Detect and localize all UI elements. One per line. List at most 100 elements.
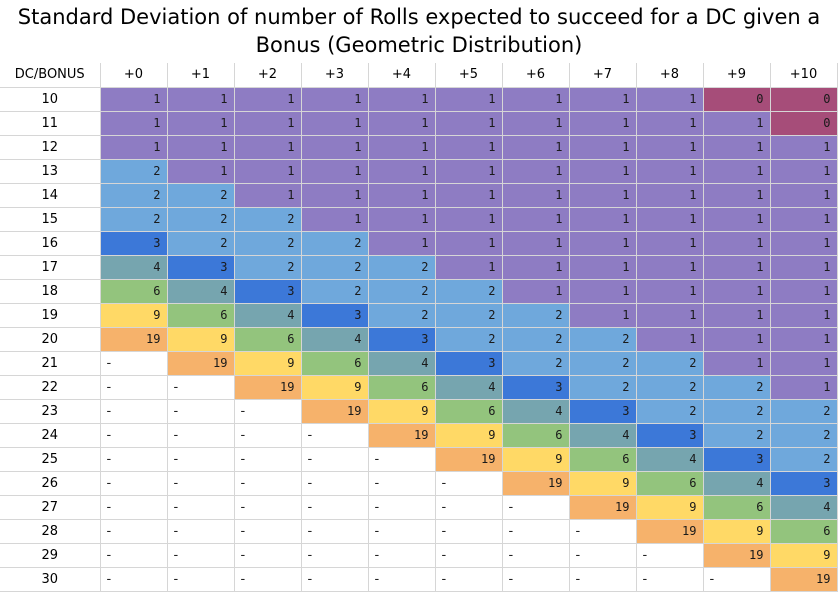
value-cell[interactable]: 2: [770, 423, 838, 448]
header-bonus-cell[interactable]: +5: [435, 63, 503, 88]
empty-cell[interactable]: -: [234, 399, 302, 424]
value-cell[interactable]: 2: [167, 183, 235, 208]
empty-cell[interactable]: -: [368, 471, 436, 496]
empty-cell[interactable]: -: [167, 567, 235, 592]
empty-cell[interactable]: -: [167, 423, 235, 448]
value-cell[interactable]: 1: [636, 135, 704, 160]
empty-cell[interactable]: -: [569, 519, 637, 544]
value-cell[interactable]: 1: [636, 231, 704, 256]
value-cell[interactable]: 4: [167, 279, 235, 304]
value-cell[interactable]: 1: [234, 111, 302, 136]
value-cell[interactable]: 9: [569, 471, 637, 496]
empty-cell[interactable]: -: [100, 543, 168, 568]
value-cell[interactable]: 6: [703, 495, 771, 520]
value-cell[interactable]: 19: [167, 351, 235, 376]
value-cell[interactable]: 1: [167, 135, 235, 160]
value-cell[interactable]: 1: [368, 111, 436, 136]
value-cell[interactable]: 3: [435, 351, 503, 376]
value-cell[interactable]: 1: [368, 231, 436, 256]
value-cell[interactable]: 3: [636, 423, 704, 448]
empty-cell[interactable]: -: [435, 567, 503, 592]
dc-label-cell[interactable]: 25: [0, 447, 101, 472]
dc-label-cell[interactable]: 26: [0, 471, 101, 496]
value-cell[interactable]: 1: [703, 183, 771, 208]
value-cell[interactable]: 1: [569, 207, 637, 232]
value-cell[interactable]: 2: [234, 207, 302, 232]
value-cell[interactable]: 0: [770, 111, 838, 136]
value-cell[interactable]: 1: [569, 159, 637, 184]
value-cell[interactable]: 3: [167, 255, 235, 280]
value-cell[interactable]: 1: [770, 375, 838, 400]
empty-cell[interactable]: -: [100, 351, 168, 376]
empty-cell[interactable]: -: [167, 543, 235, 568]
value-cell[interactable]: 1: [569, 279, 637, 304]
value-cell[interactable]: 2: [636, 399, 704, 424]
dc-label-cell[interactable]: 13: [0, 159, 101, 184]
value-cell[interactable]: 2: [770, 447, 838, 472]
empty-cell[interactable]: -: [368, 519, 436, 544]
value-cell[interactable]: 2: [368, 279, 436, 304]
value-cell[interactable]: 1: [368, 159, 436, 184]
value-cell[interactable]: 3: [502, 375, 570, 400]
value-cell[interactable]: 9: [435, 423, 503, 448]
empty-cell[interactable]: -: [368, 447, 436, 472]
value-cell[interactable]: 1: [703, 279, 771, 304]
header-bonus-cell[interactable]: +10: [770, 63, 838, 88]
value-cell[interactable]: 1: [100, 111, 168, 136]
empty-cell[interactable]: -: [100, 519, 168, 544]
empty-cell[interactable]: -: [100, 495, 168, 520]
empty-cell[interactable]: -: [234, 543, 302, 568]
value-cell[interactable]: 2: [234, 255, 302, 280]
dc-label-cell[interactable]: 27: [0, 495, 101, 520]
value-cell[interactable]: 4: [234, 303, 302, 328]
value-cell[interactable]: 1: [770, 351, 838, 376]
value-cell[interactable]: 2: [234, 231, 302, 256]
value-cell[interactable]: 4: [770, 495, 838, 520]
value-cell[interactable]: 1: [301, 183, 369, 208]
empty-cell[interactable]: -: [167, 399, 235, 424]
value-cell[interactable]: 2: [301, 255, 369, 280]
value-cell[interactable]: 9: [100, 303, 168, 328]
value-cell[interactable]: 1: [234, 183, 302, 208]
header-bonus-cell[interactable]: +0: [100, 63, 168, 88]
value-cell[interactable]: 19: [100, 327, 168, 352]
value-cell[interactable]: 4: [368, 351, 436, 376]
value-cell[interactable]: 2: [636, 375, 704, 400]
value-cell[interactable]: 1: [770, 279, 838, 304]
value-cell[interactable]: 1: [569, 231, 637, 256]
dc-label-cell[interactable]: 10: [0, 87, 101, 112]
value-cell[interactable]: 1: [435, 231, 503, 256]
empty-cell[interactable]: -: [301, 447, 369, 472]
value-cell[interactable]: 19: [569, 495, 637, 520]
value-cell[interactable]: 9: [167, 327, 235, 352]
dc-label-cell[interactable]: 28: [0, 519, 101, 544]
value-cell[interactable]: 1: [703, 159, 771, 184]
value-cell[interactable]: 6: [636, 471, 704, 496]
empty-cell[interactable]: -: [167, 471, 235, 496]
dc-label-cell[interactable]: 12: [0, 135, 101, 160]
value-cell[interactable]: 19: [636, 519, 704, 544]
value-cell[interactable]: 9: [502, 447, 570, 472]
value-cell[interactable]: 1: [703, 135, 771, 160]
value-cell[interactable]: 2: [368, 303, 436, 328]
value-cell[interactable]: 3: [301, 303, 369, 328]
value-cell[interactable]: 1: [770, 159, 838, 184]
dc-label-cell[interactable]: 23: [0, 399, 101, 424]
value-cell[interactable]: 6: [569, 447, 637, 472]
empty-cell[interactable]: -: [636, 567, 704, 592]
value-cell[interactable]: 2: [435, 327, 503, 352]
empty-cell[interactable]: -: [435, 543, 503, 568]
value-cell[interactable]: 1: [502, 279, 570, 304]
value-cell[interactable]: 2: [502, 303, 570, 328]
header-bonus-cell[interactable]: +6: [502, 63, 570, 88]
value-cell[interactable]: 1: [703, 111, 771, 136]
value-cell[interactable]: 1: [770, 327, 838, 352]
empty-cell[interactable]: -: [435, 519, 503, 544]
value-cell[interactable]: 2: [636, 351, 704, 376]
header-bonus-cell[interactable]: +8: [636, 63, 704, 88]
empty-cell[interactable]: -: [301, 519, 369, 544]
value-cell[interactable]: 1: [301, 87, 369, 112]
value-cell[interactable]: 1: [502, 135, 570, 160]
empty-cell[interactable]: -: [502, 519, 570, 544]
value-cell[interactable]: 4: [435, 375, 503, 400]
